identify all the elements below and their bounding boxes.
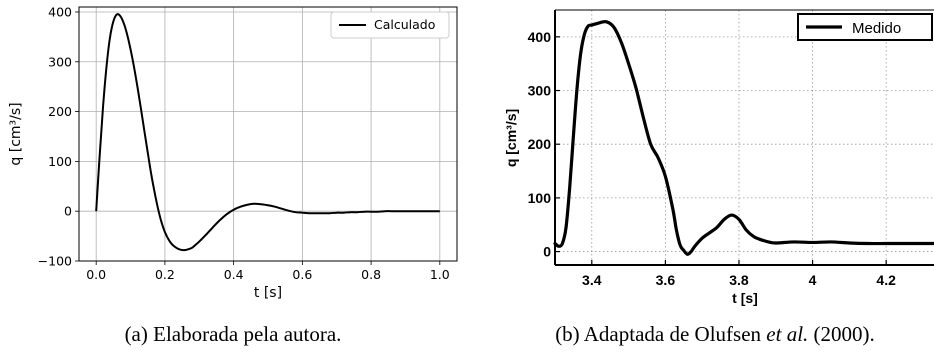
chart-b-x-axis-label: t [s] (732, 290, 758, 306)
chart-a-legend: Calculado (330, 11, 450, 39)
chart-b-y-axis-label: q [cm³/s] (503, 109, 519, 167)
chart-b-axes (554, 9, 934, 266)
chart-b-y-tick-label: 400 (528, 29, 552, 45)
chart-a-grid (79, 7, 457, 262)
chart-a-y-tick-label: 100 (48, 154, 72, 169)
chart-b-x-tick-label: 4.2 (876, 272, 896, 288)
chart-b-grid (555, 10, 934, 265)
chart-b-y-tick-label: 300 (528, 83, 552, 99)
chart-b: 3.4 3.6 3.8 4 4.2 0 100 200 300 400 t [s] q [cm³/… (500, 0, 934, 306)
chart-b-x-tick-label: 3.6 (656, 272, 676, 288)
chart-a-y-tick-label: −100 (38, 254, 72, 269)
chart-b-x-tick-label: 3.4 (582, 272, 602, 288)
chart-a: 0.0 0.2 0.4 0.6 0.8 1.0 −100 0 100 200 300 400 t [s… (0, 0, 465, 301)
chart-a-y-tick-label: 300 (48, 54, 72, 69)
chart-a-x-axis-label: t [s] (254, 285, 282, 301)
chart-a-x-tick-label: 0.6 (292, 267, 312, 282)
chart-a-plot-frame (78, 6, 458, 262)
chart-a-y-tick-label: 0 (64, 204, 72, 219)
caption-b-prefix: (b) Adaptada de Olufsen (555, 322, 766, 346)
chart-a-y-axis-label: q [cm³/s] (8, 102, 24, 165)
chart-b-ticks: 3.4 3.6 3.8 4 4.2 0 100 200 300 400 (528, 29, 896, 288)
chart-a-x-tick-label: 0.0 (86, 267, 106, 282)
chart-a-legend-label: Calculado (374, 17, 435, 32)
caption-b-suffix: (2000). (808, 322, 875, 346)
chart-b-x-tick-label: 4 (809, 272, 817, 288)
chart-a-x-tick-label: 0.8 (361, 267, 381, 282)
caption-b: (b) Adaptada de Olufsen et al. (2000). (555, 322, 875, 346)
chart-a-ticks: 0.0 0.2 0.4 0.6 0.8 1.0 −100 0 100 200 300 400 (38, 4, 450, 282)
chart-a-x-tick-label: 0.2 (155, 267, 175, 282)
chart-a-x-tick-label: 0.4 (224, 267, 244, 282)
caption-a: (a) Elaborada pela autora. (125, 322, 342, 346)
chart-a-y-tick-label: 400 (48, 4, 72, 19)
chart-b-x-tick-label: 3.8 (729, 272, 749, 288)
caption-b-italic: et al. (766, 322, 808, 346)
chart-a-series-line-calculado (95, 13, 440, 252)
chart-b-y-tick-label: 200 (528, 136, 552, 152)
chart-a-legend-box (330, 11, 450, 39)
chart-a-y-tick-label: 200 (48, 104, 72, 119)
chart-b-y-tick-label: 0 (543, 244, 551, 260)
chart-b-legend-label: Medido (852, 20, 901, 37)
chart-b-series-line-medido (553, 19, 934, 256)
chart-b-legend: Medido (797, 13, 933, 41)
chart-a-x-tick-label: 1.0 (430, 267, 450, 282)
chart-b-y-tick-label: 100 (528, 190, 552, 206)
